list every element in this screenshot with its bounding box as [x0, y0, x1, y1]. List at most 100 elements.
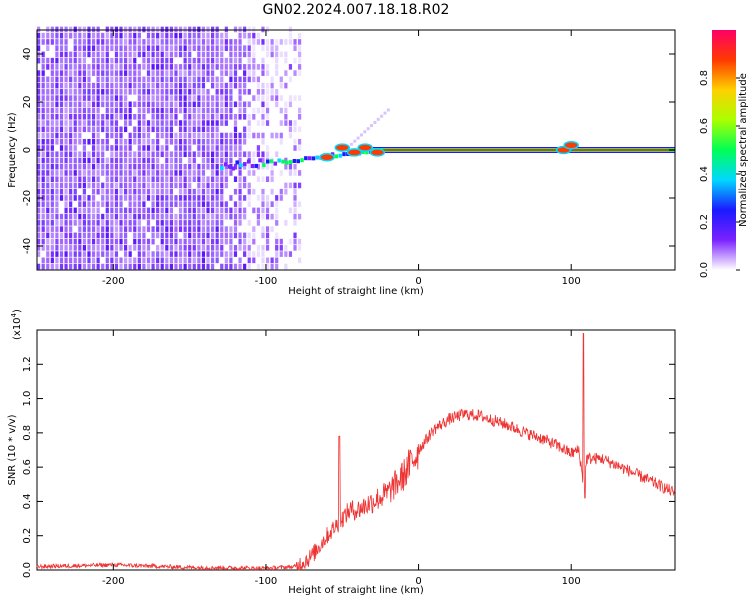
spectrogram-cell: [229, 101, 233, 108]
spectrogram-cell: [252, 251, 256, 257]
spectrogram-cell: [105, 95, 109, 101]
spectrogram-cell: [298, 213, 302, 220]
spectrogram-cell: [183, 207, 187, 214]
spectrogram-cell: [265, 114, 270, 120]
spectrogram-cell: [215, 213, 219, 220]
spectrogram-cell: [165, 114, 169, 120]
spectrogram-cell: [133, 220, 137, 226]
spectrogram-cell: [78, 138, 82, 145]
spectrogram-cell: [82, 95, 86, 101]
spectrogram-signal-cell: [365, 150, 369, 155]
spectrogram-cell: [174, 163, 178, 170]
spectrogram-cell: [105, 157, 109, 164]
spectrogram-cell: [261, 132, 265, 139]
spectrogram-cell: [284, 220, 288, 226]
spectrogram-cell: [50, 232, 54, 239]
spectrogram-cell: [101, 238, 105, 245]
spectrogram-cell: [197, 120, 201, 126]
spectrogram-cell: [124, 51, 128, 58]
spectrogram-cell: [78, 232, 82, 239]
spectrogram-cell: [229, 245, 233, 251]
spectrogram-cell: [110, 188, 114, 195]
spectrogram-cell: [87, 232, 91, 239]
spectrogram-cell: [55, 151, 59, 158]
spectrogram-cell: [220, 213, 224, 220]
spectrogram-cell: [46, 245, 50, 251]
spectrogram-cell: [178, 51, 183, 58]
spectrogram-cell: [201, 64, 206, 70]
spectrogram-cell: [87, 263, 91, 270]
spectrogram-cell: [91, 201, 96, 207]
spectrogram-cell: [55, 32, 59, 39]
spectrogram-cell: [82, 57, 86, 64]
spectrogram-cell: [46, 57, 50, 64]
spectrogram-cell: [238, 232, 242, 239]
spectrogram-cell: [78, 126, 82, 133]
spectrogram-cell: [206, 57, 210, 64]
spectrogram-cell: [183, 89, 187, 95]
spectrogram-cell: [229, 263, 233, 270]
spectrogram-cell: [206, 201, 210, 207]
spectrogram-cell: [101, 226, 105, 232]
spectrogram-cell: [165, 57, 169, 64]
spectrogram-cell: [41, 157, 45, 164]
spectrogram-cell: [59, 157, 64, 164]
spectrogram-cell: [137, 126, 141, 133]
spectrogram-cell: [82, 238, 86, 245]
spectrogram-cell: [206, 232, 210, 239]
spectrogram-cell: [96, 107, 100, 114]
spectrogram-cell: [73, 82, 77, 89]
spectrogram-cell: [137, 182, 141, 189]
spectrogram-cell: [178, 245, 183, 251]
spectrogram-cell: [247, 238, 251, 245]
spectrogram-cell: [215, 39, 219, 45]
spectrogram-cell: [220, 45, 224, 51]
spectrogram-cell: [119, 226, 123, 232]
spectrogram-cell: [238, 213, 242, 220]
spectrogram-cell: [151, 151, 155, 158]
spectrogram-cell: [206, 26, 210, 33]
spectrogram-cell: [183, 257, 187, 264]
spectrogram-cell: [151, 45, 155, 51]
spectrogram-cell: [270, 263, 274, 270]
spectrogram-cell: [293, 57, 297, 64]
spectrogram-cell: [261, 114, 265, 120]
spectrogram-cell: [91, 101, 96, 108]
spectrogram-cell: [275, 220, 279, 226]
spectrogram-cell: [256, 39, 260, 45]
spectrogram-cell: [137, 95, 141, 101]
spectrogram-cell: [114, 170, 119, 176]
spectrogram-cell: [174, 45, 178, 51]
spectrogram-cell: [192, 226, 196, 232]
spectrogram-cell: [55, 39, 59, 45]
spectrogram-cell: [78, 195, 82, 201]
spectrogram-cell: [215, 76, 219, 83]
spectrogram-cell: [105, 176, 109, 182]
signal-blob: [319, 152, 335, 162]
spectrogram-cell: [261, 157, 265, 164]
spectrogram-cell: [82, 32, 86, 39]
spectrogram-cell: [298, 126, 302, 133]
spectrogram-cell: [192, 195, 196, 201]
spectrogram-cell: [206, 126, 210, 133]
spectrogram-cell: [160, 70, 164, 76]
spectrogram-cell: [91, 195, 96, 201]
spectrogram-cell: [119, 213, 123, 220]
spectrogram-cell: [220, 245, 224, 251]
spectrogram-cell: [238, 114, 242, 120]
spectrogram-cell: [284, 101, 288, 108]
spectrogram-cell: [192, 64, 196, 70]
spectrogram-cell: [73, 57, 77, 64]
snr-x-ticks: -200 -100 0 100: [102, 330, 581, 587]
spectrogram-cell: [46, 226, 50, 232]
spectrogram-cell: [233, 138, 238, 145]
spectrogram-cell: [110, 120, 114, 126]
spectrogram-cell: [169, 170, 173, 176]
spectrogram-cell: [101, 232, 105, 239]
spectrogram-cell: [41, 163, 45, 170]
spectrogram-cell: [59, 120, 64, 126]
spectrogram-cell: [46, 126, 50, 133]
spectrogram-cell: [110, 64, 114, 70]
spectrogram-cell: [69, 145, 73, 151]
spectrogram-cell: [78, 220, 82, 226]
